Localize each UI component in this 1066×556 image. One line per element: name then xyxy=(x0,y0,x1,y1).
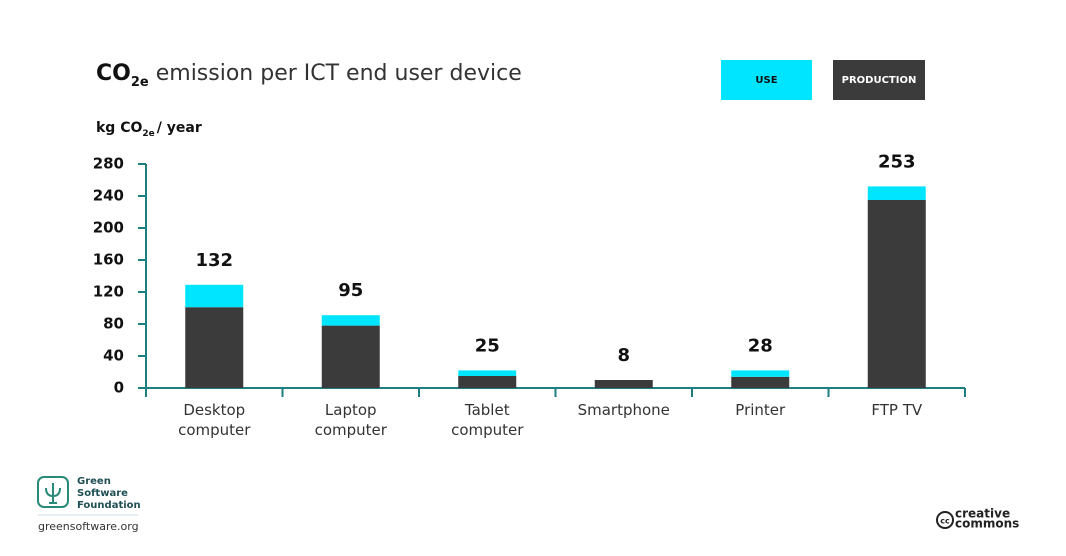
bar-segment xyxy=(458,370,517,376)
bar-segment xyxy=(867,200,926,388)
title: CO2e emission per ICT end user device xyxy=(96,61,522,90)
x-tick-label: FTP TV xyxy=(871,401,923,419)
x-tick-label: Tablet computer xyxy=(451,401,524,439)
y-tick-label: 280 xyxy=(93,155,124,173)
total-label: 95 xyxy=(338,280,363,301)
y-tick-label: 240 xyxy=(93,187,124,205)
bar-segment xyxy=(731,370,790,377)
y-tick-label: 40 xyxy=(103,347,124,365)
bar-segment xyxy=(458,376,517,388)
x-tick-label: Smartphone xyxy=(577,401,670,419)
cc-icon-text: cc xyxy=(940,517,950,526)
y-label-main: kg CO xyxy=(96,120,142,136)
legend-swatch xyxy=(833,60,925,100)
bar-segment xyxy=(321,325,380,388)
bar-segment xyxy=(185,284,244,308)
y-tick-label: 120 xyxy=(93,283,124,301)
x-tick-label: Printer xyxy=(735,401,786,419)
y-label: kg CO2e / year xyxy=(96,120,202,139)
org-name: Foundation xyxy=(77,500,141,511)
bar-segment xyxy=(731,376,790,388)
total-label: 25 xyxy=(475,335,500,356)
total-label: 8 xyxy=(617,345,630,366)
bar-segment xyxy=(594,380,653,388)
org-name: Software xyxy=(77,488,128,499)
legend-label: PRODUCTION xyxy=(842,75,917,86)
y-tick-label: 200 xyxy=(93,219,124,237)
org-name: Green xyxy=(77,476,111,487)
title-main: CO xyxy=(96,61,131,86)
bar-segment xyxy=(867,186,926,200)
legend-swatch xyxy=(721,60,812,100)
legend-label: USE xyxy=(755,75,777,86)
cc-icon xyxy=(936,511,954,529)
total-label: 253 xyxy=(878,151,916,172)
y-tick-label: 0 xyxy=(114,379,124,397)
x-tick-label: Laptop computer xyxy=(314,401,387,439)
title-rest: emission per ICT end user device xyxy=(149,61,522,86)
total-label: 132 xyxy=(195,250,233,271)
gsf-logo xyxy=(37,476,69,508)
license-text: creative xyxy=(955,507,1010,521)
y-tick-label: 80 xyxy=(103,315,124,333)
title-sub: 2e xyxy=(131,75,149,90)
y-tick-label: 160 xyxy=(93,251,124,269)
bar-segment xyxy=(321,315,380,326)
y-label-sub: 2e xyxy=(142,129,154,139)
total-label: 28 xyxy=(748,335,773,356)
license-text: commons xyxy=(955,517,1019,531)
x-tick-label: Desktop computer xyxy=(178,401,251,439)
y-label-rest: / year xyxy=(157,120,202,136)
bar-segment xyxy=(185,307,244,388)
footer-url: greensoftware.org xyxy=(38,520,139,533)
